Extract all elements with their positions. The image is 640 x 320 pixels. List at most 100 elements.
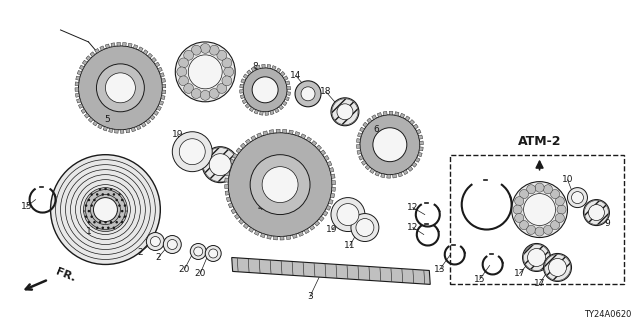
Polygon shape bbox=[285, 97, 289, 101]
Text: 12: 12 bbox=[407, 203, 419, 212]
Polygon shape bbox=[357, 150, 361, 155]
Polygon shape bbox=[162, 90, 166, 94]
Text: 7: 7 bbox=[200, 45, 205, 54]
Polygon shape bbox=[245, 139, 251, 144]
Polygon shape bbox=[241, 79, 245, 83]
Circle shape bbox=[373, 128, 407, 162]
Polygon shape bbox=[372, 115, 376, 120]
Circle shape bbox=[524, 194, 556, 226]
Polygon shape bbox=[269, 130, 274, 134]
Circle shape bbox=[515, 213, 524, 222]
Circle shape bbox=[228, 133, 332, 236]
Polygon shape bbox=[417, 129, 421, 134]
Polygon shape bbox=[279, 105, 284, 110]
Polygon shape bbox=[381, 173, 385, 178]
Polygon shape bbox=[141, 122, 146, 127]
Polygon shape bbox=[410, 120, 415, 124]
Polygon shape bbox=[126, 129, 130, 133]
Polygon shape bbox=[389, 111, 393, 115]
Polygon shape bbox=[239, 90, 243, 93]
Polygon shape bbox=[81, 109, 86, 114]
Polygon shape bbox=[143, 50, 148, 55]
Circle shape bbox=[191, 45, 201, 55]
Polygon shape bbox=[356, 145, 360, 148]
Circle shape bbox=[584, 200, 609, 226]
Circle shape bbox=[535, 227, 544, 236]
Circle shape bbox=[351, 213, 379, 242]
Text: 19: 19 bbox=[172, 130, 183, 139]
Polygon shape bbox=[146, 119, 151, 124]
Polygon shape bbox=[282, 101, 287, 106]
Circle shape bbox=[243, 68, 287, 112]
Polygon shape bbox=[321, 150, 326, 155]
Polygon shape bbox=[328, 199, 333, 204]
Circle shape bbox=[543, 253, 572, 281]
Polygon shape bbox=[240, 84, 244, 88]
Text: FR.: FR. bbox=[54, 267, 77, 284]
Text: 8: 8 bbox=[252, 62, 258, 71]
Polygon shape bbox=[267, 235, 271, 239]
Polygon shape bbox=[301, 134, 306, 139]
Circle shape bbox=[209, 249, 218, 258]
Polygon shape bbox=[358, 132, 362, 137]
Polygon shape bbox=[360, 127, 364, 132]
Polygon shape bbox=[256, 65, 260, 69]
Text: 17: 17 bbox=[514, 269, 525, 278]
Circle shape bbox=[99, 66, 142, 110]
Text: 19: 19 bbox=[326, 225, 338, 234]
Polygon shape bbox=[131, 127, 136, 132]
Polygon shape bbox=[128, 43, 132, 47]
Text: 13: 13 bbox=[434, 265, 445, 274]
Polygon shape bbox=[161, 95, 165, 100]
Circle shape bbox=[550, 220, 559, 230]
Polygon shape bbox=[79, 104, 83, 108]
Text: 5: 5 bbox=[104, 115, 110, 124]
Polygon shape bbox=[275, 108, 279, 113]
Circle shape bbox=[331, 197, 365, 232]
Bar bbox=[450, 155, 625, 284]
Circle shape bbox=[179, 139, 205, 165]
Text: 16: 16 bbox=[198, 143, 210, 152]
Circle shape bbox=[337, 104, 353, 120]
Polygon shape bbox=[109, 128, 113, 132]
Polygon shape bbox=[400, 113, 404, 118]
Polygon shape bbox=[418, 152, 422, 157]
Polygon shape bbox=[246, 70, 252, 75]
Polygon shape bbox=[319, 216, 324, 221]
Circle shape bbox=[179, 58, 189, 68]
Text: 3: 3 bbox=[307, 292, 313, 301]
Circle shape bbox=[527, 225, 536, 235]
Polygon shape bbox=[225, 191, 229, 195]
Polygon shape bbox=[330, 167, 334, 172]
Polygon shape bbox=[383, 111, 387, 116]
Polygon shape bbox=[307, 137, 312, 142]
Polygon shape bbox=[332, 180, 335, 185]
Circle shape bbox=[217, 84, 227, 93]
Polygon shape bbox=[100, 46, 104, 51]
Polygon shape bbox=[287, 92, 291, 95]
Circle shape bbox=[177, 67, 187, 77]
Polygon shape bbox=[95, 49, 99, 53]
Circle shape bbox=[252, 77, 278, 103]
Text: 15: 15 bbox=[21, 202, 33, 211]
Polygon shape bbox=[239, 219, 244, 224]
Circle shape bbox=[179, 76, 189, 86]
Polygon shape bbox=[232, 258, 430, 284]
Text: TY24A0620: TY24A0620 bbox=[584, 310, 632, 319]
Polygon shape bbox=[314, 221, 320, 226]
Polygon shape bbox=[245, 103, 250, 108]
Polygon shape bbox=[150, 115, 155, 120]
Polygon shape bbox=[243, 223, 248, 228]
Circle shape bbox=[523, 244, 550, 271]
Circle shape bbox=[209, 154, 231, 176]
Polygon shape bbox=[375, 172, 380, 176]
Polygon shape bbox=[254, 109, 259, 114]
Polygon shape bbox=[280, 71, 285, 76]
Polygon shape bbox=[251, 67, 255, 71]
Polygon shape bbox=[283, 129, 287, 133]
Circle shape bbox=[209, 89, 219, 99]
Circle shape bbox=[217, 50, 227, 60]
Circle shape bbox=[331, 98, 359, 126]
Polygon shape bbox=[240, 95, 244, 99]
Polygon shape bbox=[272, 66, 276, 70]
